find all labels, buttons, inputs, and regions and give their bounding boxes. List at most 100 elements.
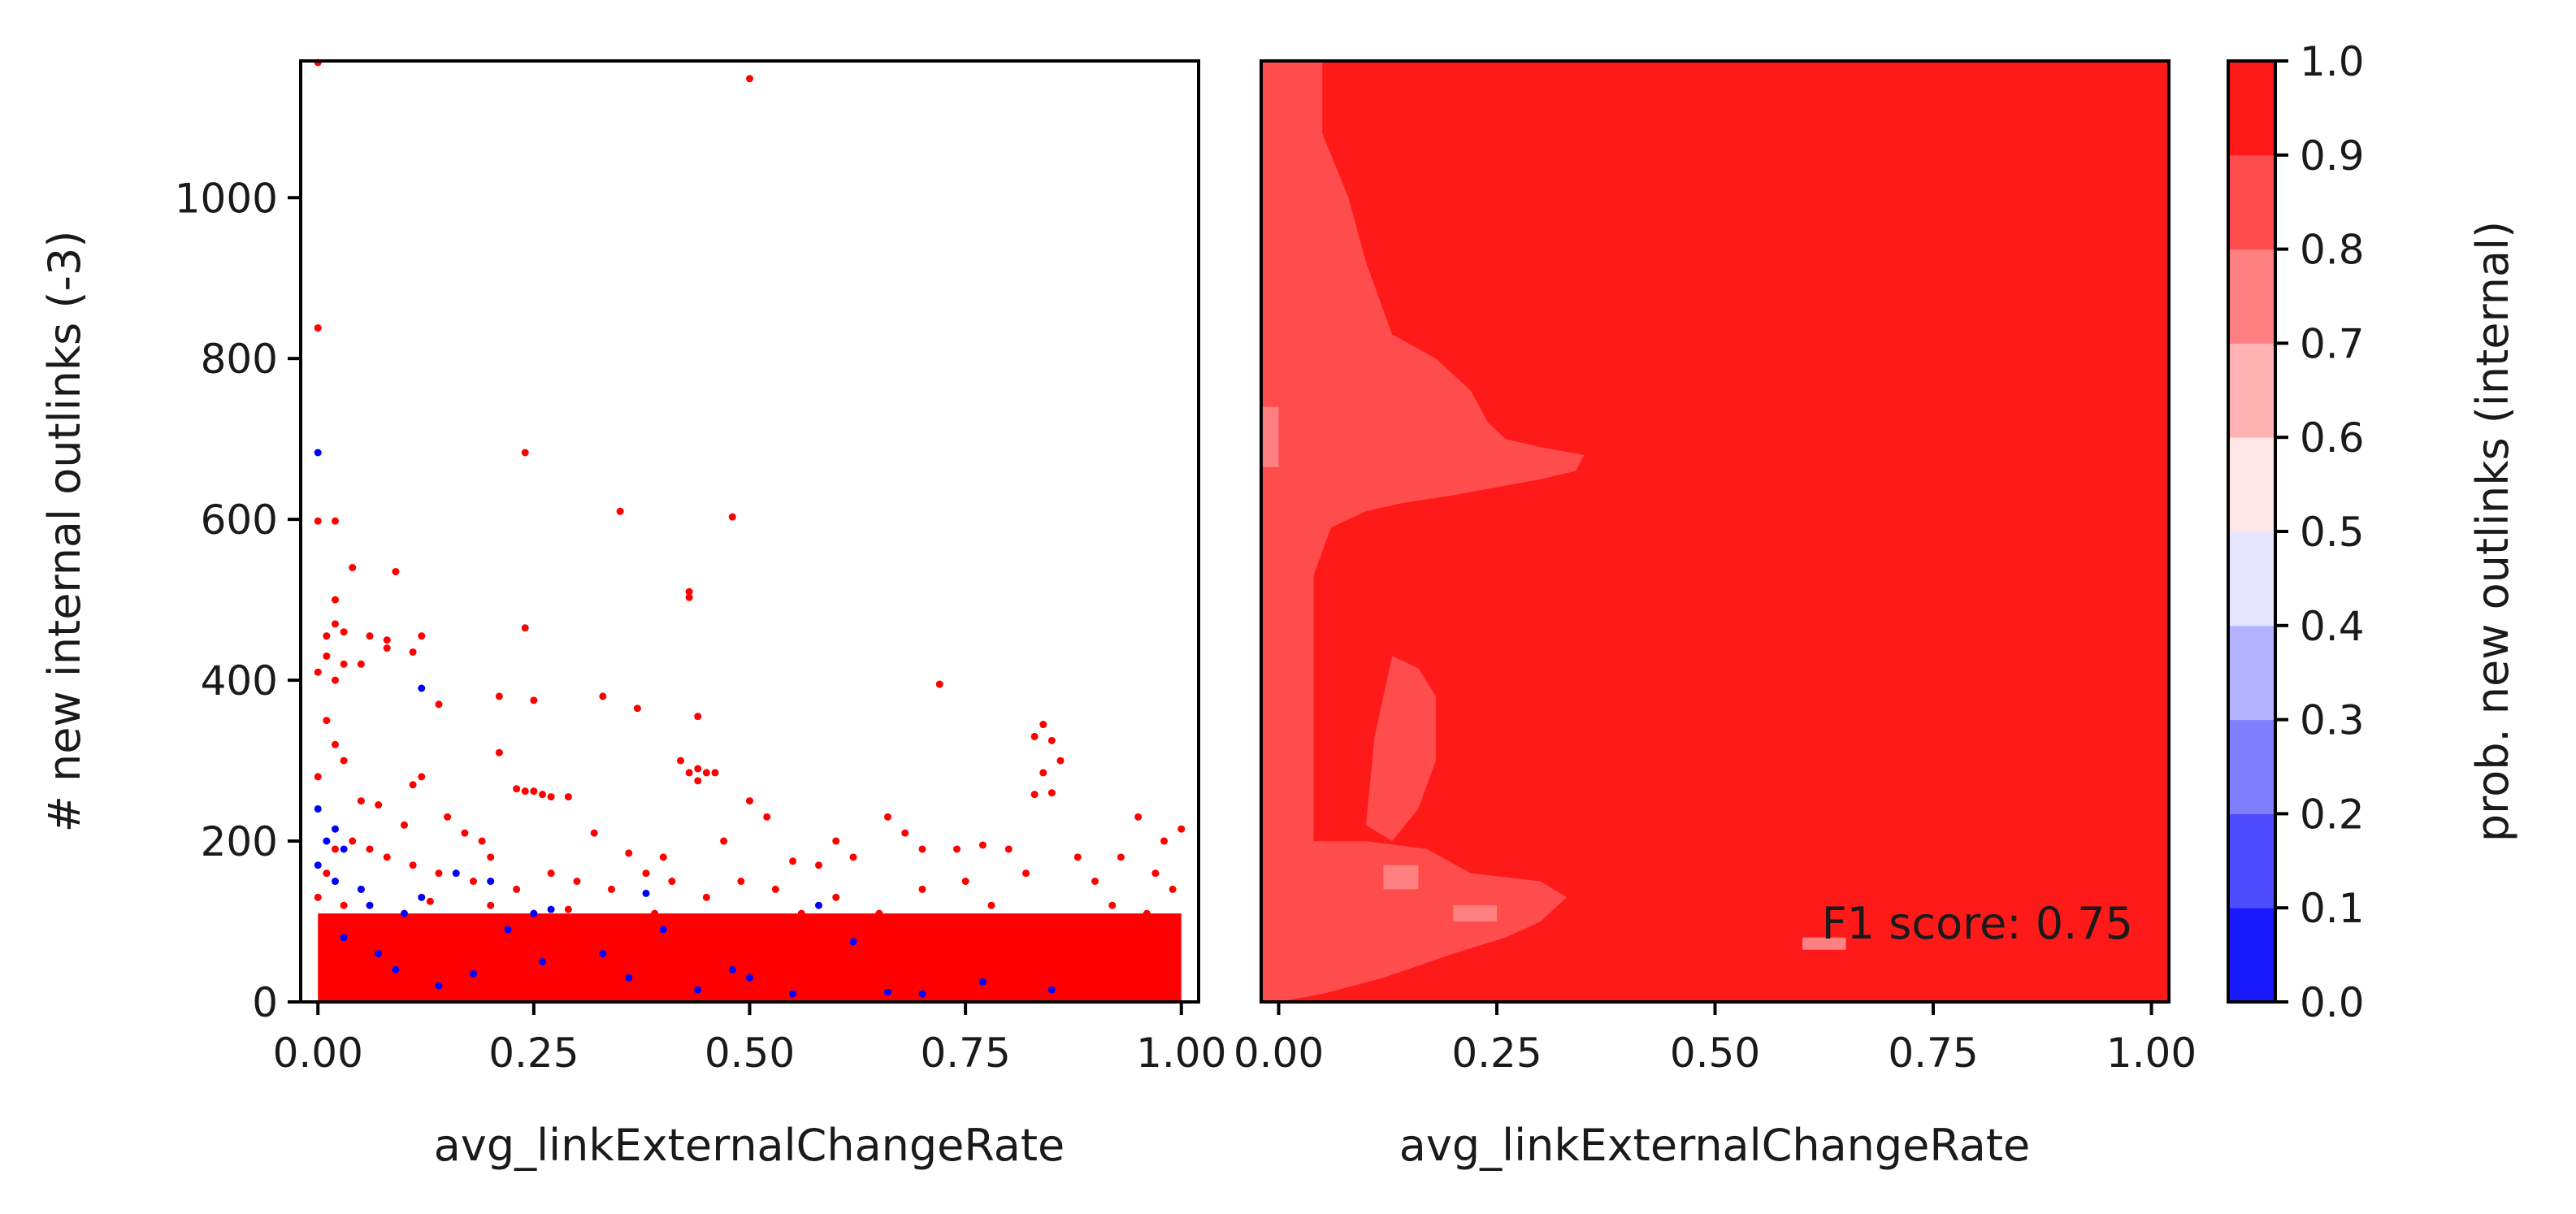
scatter-point [435,982,443,990]
scatter-point [530,909,538,917]
scatter-point [884,988,891,996]
scatter-y-tick-label: 400 [201,657,278,705]
scatter-point [1039,721,1047,729]
scatter-point [547,905,555,913]
scatter-point [642,869,650,878]
scatter-y-tick-label: 200 [201,818,278,865]
scatter-point [633,705,641,713]
scatter-point [608,885,615,893]
scatter-point [314,773,322,781]
scatter-point [435,700,443,709]
scatter-axes-frame [299,59,1200,1004]
scatter-point [539,791,546,799]
scatter-point [677,757,684,765]
scatter-point [530,696,538,705]
scatter-point [1047,986,1056,994]
scatter-point [521,624,529,632]
scatter-point [746,797,753,805]
scatter-point [685,769,693,777]
scatter-point [332,596,339,604]
scatter-point [461,829,469,837]
scatter-point [1022,869,1030,878]
probability-map-panel: 0.00 0.25 0.50 0.75 1.00 avg_linkExternalCha… [1234,59,2197,1171]
scatter-point [323,837,331,845]
probability-region [1261,61,1585,1002]
scatter-point [1047,789,1056,797]
colorbar-band [2228,343,2275,438]
colorbar-band [2228,437,2275,532]
scatter-point [702,769,710,777]
scatter-point [918,845,926,853]
colorbar-tick-label: 0.1 [2300,885,2365,932]
scatter-x-axis-label: avg_linkExternalChangeRate [434,1120,1065,1171]
scatter-point [314,804,322,813]
scatter-point [547,869,555,878]
scatter-point [340,660,348,668]
scatter-point [1047,736,1056,744]
scatter-point [418,632,426,640]
scatter-y-tick-label: 0 [252,979,278,1026]
scatter-point [978,978,987,986]
probability-region [1802,937,1846,950]
scatter-point [884,813,891,821]
scatter-point [599,950,607,958]
scatter-point [1091,878,1099,886]
colorbar-tick-label: 0.0 [2300,979,2365,1026]
scatter-point [409,648,417,656]
scatter-point [323,652,331,660]
scatter-y-axis-label: # new internal outlinks (-3) [39,231,90,833]
scatter-point [720,913,728,921]
scatter-point [521,787,529,796]
colorbar-tick-label: 0.2 [2300,791,2365,838]
scatter-point [815,901,822,909]
scatter-y-tick-label: 600 [201,496,278,544]
scatter-point [1039,769,1047,777]
scatter-point [366,632,374,640]
scatter-point [1065,926,1073,934]
scatter-point [314,893,322,901]
colorbar-tick-label: 0.7 [2300,320,2365,367]
scatter-point [366,845,374,853]
colorbar-band [2228,719,2275,814]
map-x-tick-label: 0.25 [1451,1030,1542,1077]
scatter-point [1108,901,1117,909]
scatter-point [832,837,840,845]
scatter-point [694,986,702,994]
scatter-x-tick-label: 0.50 [705,1030,795,1077]
scatter-point [383,644,391,653]
scatter-point [1134,813,1143,821]
scatter-point [711,769,719,777]
map-x-tick-label: 0.00 [1234,1030,1324,1077]
scatter-point [409,781,417,789]
scatter-point [314,668,322,676]
map-x-ticks: 0.00 0.25 0.50 0.75 1.00 [1234,1002,2197,1077]
colorbar-band [2228,154,2275,250]
scatter-point [746,75,753,83]
scatter-point [401,909,408,917]
scatter-point [1169,885,1177,893]
scatter-point [1117,853,1125,861]
scatter-point [426,897,434,905]
colorbar-tick-label: 1.0 [2300,38,2365,85]
colorbar-tick-label: 0.3 [2300,697,2365,744]
colorbar-band [2228,531,2275,627]
scatter-point [599,692,607,700]
scatter-point [625,849,633,857]
scatter-x-tick-label: 0.25 [488,1030,579,1077]
scatter-point [332,740,339,748]
scatter-point [659,926,667,934]
scatter-point [694,713,702,721]
scatter-point [332,845,339,853]
scatter-point [366,901,374,909]
scatter-point [702,893,710,901]
probability-map-regions [1261,61,1846,1002]
scatter-point [987,901,995,909]
map-x-tick-label: 0.50 [1670,1030,1760,1077]
scatter-point [737,878,745,886]
scatter-point [1039,917,1047,926]
scatter-point [357,797,365,805]
scatter-x-tick-label: 0.00 [273,1030,363,1077]
colorbar-tick-label: 0.6 [2300,414,2365,462]
scatter-point [487,878,495,886]
probability-region [1453,905,1497,921]
